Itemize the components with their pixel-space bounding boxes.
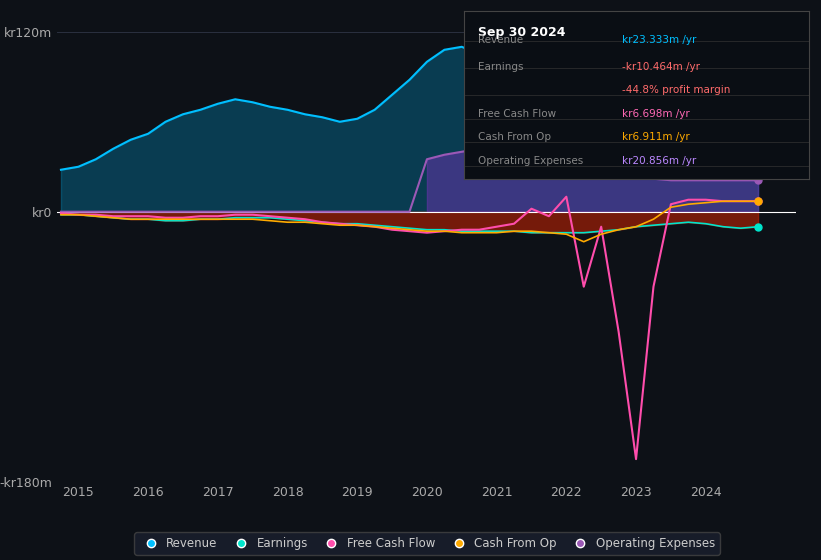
Text: kr23.333m /yr: kr23.333m /yr — [622, 35, 697, 45]
Text: Free Cash Flow: Free Cash Flow — [478, 109, 556, 119]
Text: kr6.698m /yr: kr6.698m /yr — [622, 109, 690, 119]
Text: Sep 30 2024: Sep 30 2024 — [478, 26, 565, 39]
Text: kr6.911m /yr: kr6.911m /yr — [622, 132, 690, 142]
Text: Cash From Op: Cash From Op — [478, 132, 551, 142]
Text: -kr10.464m /yr: -kr10.464m /yr — [622, 62, 700, 72]
Text: -44.8% profit margin: -44.8% profit margin — [622, 85, 731, 95]
Text: Operating Expenses: Operating Expenses — [478, 156, 583, 166]
Text: Revenue: Revenue — [478, 35, 523, 45]
Text: kr20.856m /yr: kr20.856m /yr — [622, 156, 697, 166]
Legend: Revenue, Earnings, Free Cash Flow, Cash From Op, Operating Expenses: Revenue, Earnings, Free Cash Flow, Cash … — [135, 532, 719, 555]
Text: Earnings: Earnings — [478, 62, 523, 72]
